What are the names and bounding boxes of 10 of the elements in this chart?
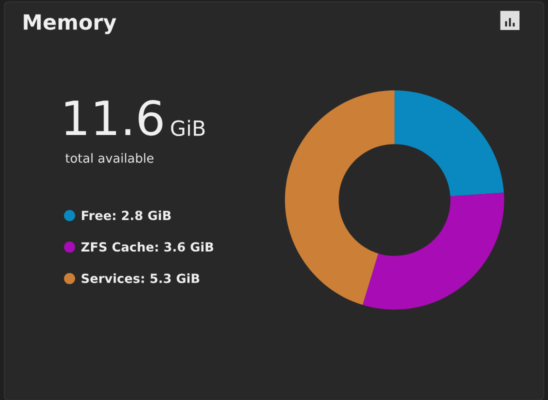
legend-label: ZFS Cache: 3.6 GiB <box>81 242 214 252</box>
chart-title: Memory <box>24 14 116 34</box>
legend-label: Services: 5.3 GiB <box>82 273 200 284</box>
text: total available <box>65 153 154 163</box>
text: 11.6 <box>65 100 162 136</box>
donut-slice <box>394 90 504 196</box>
legend-label: Free: 2.8 GiB <box>82 210 171 220</box>
text: GiB <box>171 120 205 136</box>
donut-slice <box>362 192 504 310</box>
donut-slice <box>285 90 395 305</box>
